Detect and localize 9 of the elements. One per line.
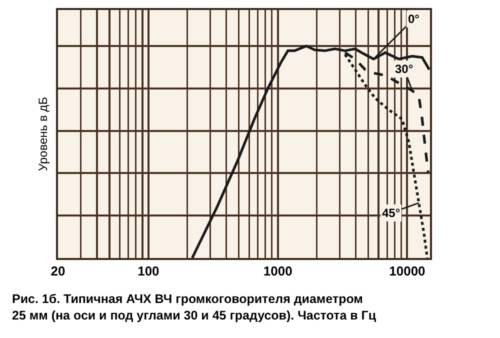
x-tick-label: 20 (50, 264, 66, 279)
annotation: 45° (382, 206, 400, 220)
text: Рис. 1б. Типичная АЧХ ВЧ громкоговорителя диаметром 25 мм (на оси и под углами 30 и 45 градусов). Частота в Гц (12, 292, 376, 322)
x-tick-label: 1000 (263, 264, 292, 279)
x-tick-label: 100 (138, 264, 160, 279)
annotation: 30° (395, 62, 414, 76)
x-tick-label: 10000 (389, 264, 426, 279)
annotation: 0° (408, 12, 420, 26)
y-axis-title: Уровень в дБ (36, 96, 50, 172)
